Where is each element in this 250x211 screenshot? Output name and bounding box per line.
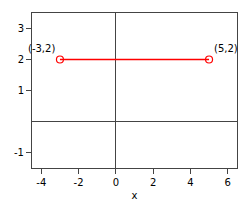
svg-text:0: 0 xyxy=(113,177,119,188)
svg-text:-2: -2 xyxy=(74,177,84,188)
svg-text:2: 2 xyxy=(150,177,156,188)
svg-text:-4: -4 xyxy=(36,177,46,188)
svg-text:2: 2 xyxy=(18,54,24,65)
svg-text:6: 6 xyxy=(224,177,230,188)
svg-text:x: x xyxy=(132,190,138,201)
svg-text:(5,2): (5,2) xyxy=(214,43,238,54)
svg-text:-1: -1 xyxy=(14,147,24,158)
svg-text:(-3,2): (-3,2) xyxy=(28,43,55,54)
svg-text:4: 4 xyxy=(187,177,193,188)
svg-text:1: 1 xyxy=(18,85,24,96)
svg-text:3: 3 xyxy=(18,23,24,34)
